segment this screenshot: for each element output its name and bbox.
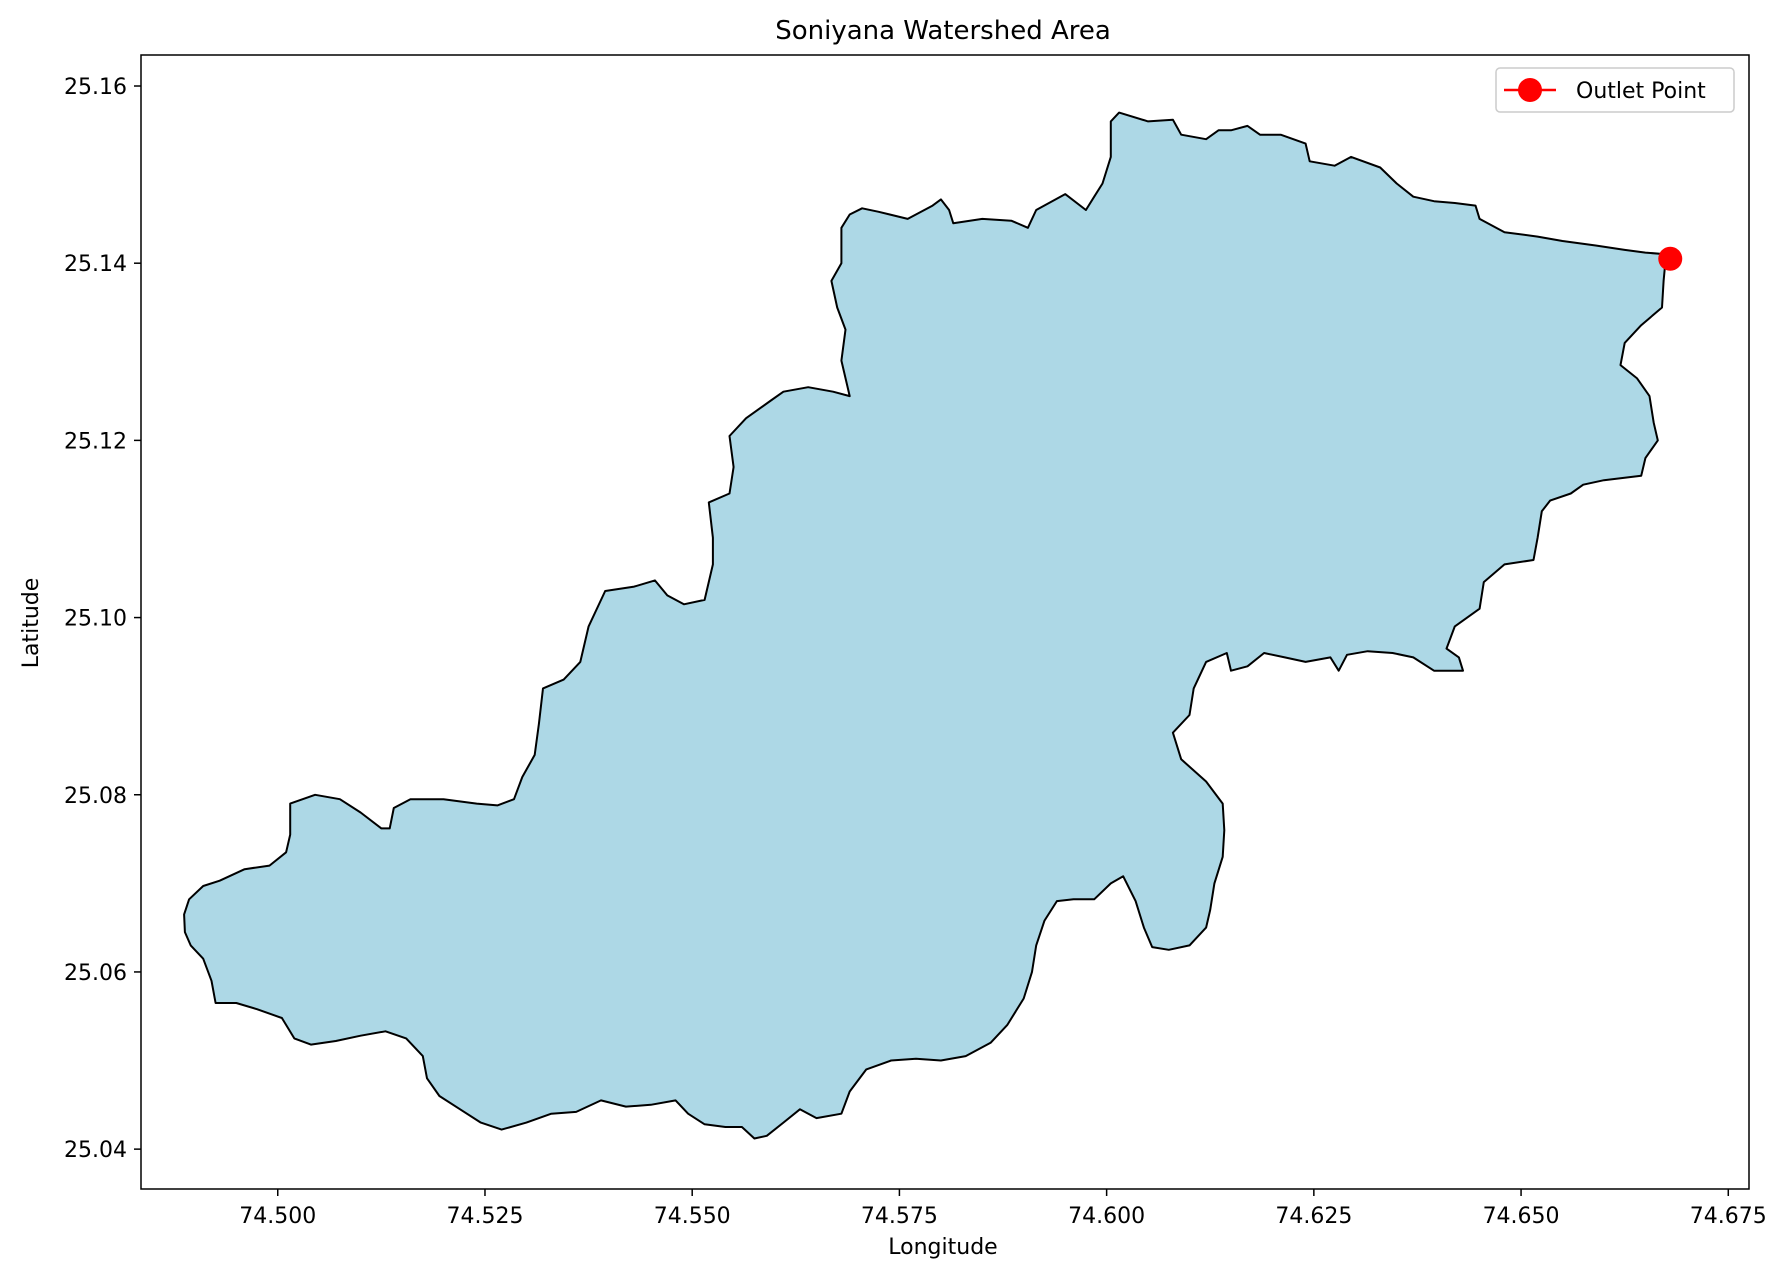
y-axis-label: Latitude	[19, 578, 44, 669]
chart-title: Soniyana Watershed Area	[775, 16, 1111, 46]
legend: Outlet Point	[1495, 67, 1735, 113]
y-axis: 25.04 25.06 25.08 25.10 25.12 25.14 25.16	[64, 75, 141, 1163]
y-tick-label: 25.14	[64, 252, 127, 277]
outlet-point-marker	[1658, 246, 1683, 271]
plot-area	[183, 111, 1683, 1140]
y-tick-label: 25.06	[64, 961, 127, 986]
axes-frame	[140, 54, 1750, 1190]
x-tick-label: 74.650	[1483, 1204, 1560, 1229]
y-tick-label: 25.04	[64, 1138, 127, 1163]
x-tick-label: 74.525	[446, 1204, 523, 1229]
x-tick-label: 74.625	[1275, 1204, 1352, 1229]
x-axis: 74.500 74.525 74.550 74.575 74.600 74.625 74.6…	[239, 1189, 1767, 1229]
legend-outlet-marker-icon	[1518, 78, 1542, 102]
watershed-polygon	[183, 111, 1668, 1140]
legend-outlet-label: Outlet Point	[1576, 79, 1706, 104]
x-axis-label: Longitude	[888, 1235, 997, 1260]
y-tick-label: 25.10	[64, 607, 127, 632]
x-tick-label: 74.550	[654, 1204, 731, 1229]
x-tick-label: 74.500	[239, 1204, 316, 1229]
y-tick-label: 25.16	[64, 75, 127, 100]
x-tick-label: 74.600	[1068, 1204, 1145, 1229]
y-tick-label: 25.12	[64, 429, 127, 454]
x-tick-label: 74.575	[861, 1204, 938, 1229]
legend-box	[1495, 67, 1735, 113]
x-tick-label: 74.675	[1690, 1204, 1767, 1229]
y-tick-label: 25.08	[64, 784, 127, 809]
